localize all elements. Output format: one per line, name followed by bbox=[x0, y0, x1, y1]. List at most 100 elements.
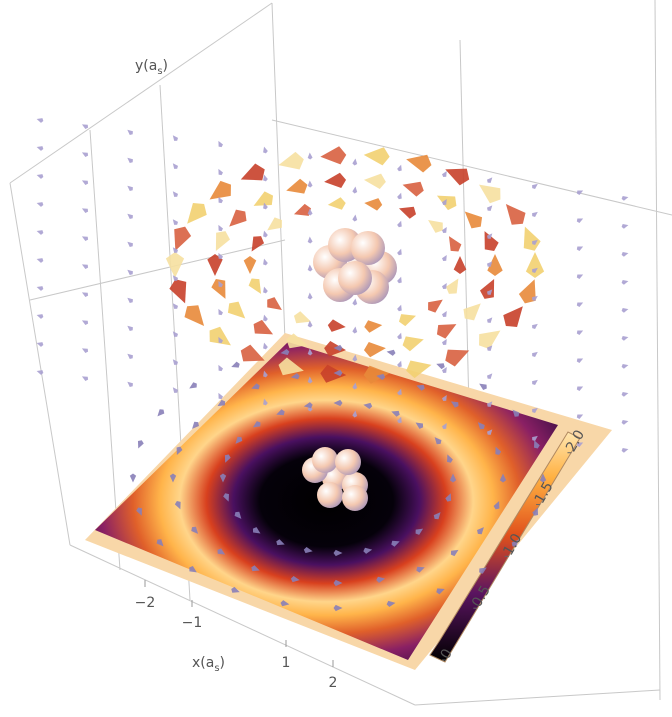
x-tick-label: 2 bbox=[329, 675, 338, 691]
arrow bbox=[81, 376, 89, 381]
arrow bbox=[251, 565, 260, 572]
arrow bbox=[219, 473, 227, 483]
arrow bbox=[487, 233, 493, 239]
arrow bbox=[307, 152, 313, 160]
arrow bbox=[169, 473, 177, 483]
arrow bbox=[263, 174, 268, 182]
atom bbox=[338, 261, 372, 295]
arrow bbox=[81, 348, 89, 353]
arrow bbox=[532, 183, 538, 190]
arrow bbox=[127, 129, 133, 136]
arrow bbox=[253, 319, 274, 335]
arrow bbox=[169, 279, 187, 304]
atom bbox=[335, 449, 361, 475]
arrow bbox=[81, 152, 89, 157]
arrow bbox=[231, 361, 240, 368]
arrow bbox=[576, 442, 584, 447]
arrow bbox=[231, 586, 240, 593]
arrow bbox=[227, 301, 246, 319]
arrow bbox=[532, 323, 538, 330]
arrow bbox=[81, 264, 89, 269]
arrow bbox=[445, 168, 470, 186]
x-tick-label: −2 bbox=[135, 595, 156, 611]
arrow bbox=[449, 473, 457, 483]
arrow bbox=[263, 370, 268, 378]
arrow bbox=[333, 344, 343, 352]
atom bbox=[342, 485, 368, 511]
arrow bbox=[376, 373, 386, 381]
arrow bbox=[621, 364, 629, 369]
arrow bbox=[218, 392, 223, 400]
arrow bbox=[621, 448, 629, 453]
arrow bbox=[174, 501, 181, 510]
arrow bbox=[333, 579, 343, 587]
arrow bbox=[286, 333, 308, 349]
arrow bbox=[532, 507, 539, 516]
arrow bbox=[136, 507, 143, 516]
arrow bbox=[127, 325, 133, 332]
arrow bbox=[532, 435, 538, 442]
arrow bbox=[487, 289, 493, 295]
arrow bbox=[157, 409, 165, 417]
arrow bbox=[532, 211, 538, 218]
arrow bbox=[391, 540, 400, 547]
arrow bbox=[276, 409, 285, 416]
arrow bbox=[263, 146, 268, 154]
arrow bbox=[307, 180, 313, 188]
arrow bbox=[187, 203, 207, 224]
arrow bbox=[290, 373, 300, 380]
x-axis-label: x(as) bbox=[192, 655, 225, 674]
arrow bbox=[495, 446, 502, 455]
arrow bbox=[487, 317, 493, 323]
arrow bbox=[532, 379, 538, 386]
arrow bbox=[307, 208, 313, 216]
arrow bbox=[397, 248, 402, 256]
arrow bbox=[376, 576, 386, 583]
arrow bbox=[81, 124, 89, 129]
arrow bbox=[397, 276, 402, 284]
atom bbox=[317, 482, 343, 508]
arrow bbox=[434, 437, 442, 445]
arrow bbox=[503, 306, 523, 327]
arrow bbox=[218, 168, 223, 176]
arrow bbox=[127, 213, 133, 220]
arrow bbox=[235, 436, 243, 444]
box-edge bbox=[271, 119, 672, 216]
arrow bbox=[523, 226, 541, 251]
arrow bbox=[442, 366, 447, 374]
arrow bbox=[172, 359, 179, 365]
arrow bbox=[192, 421, 199, 429]
arrow bbox=[129, 473, 137, 483]
arrow bbox=[293, 311, 312, 324]
arrow bbox=[397, 192, 402, 200]
arrow bbox=[352, 298, 358, 306]
arrow bbox=[218, 252, 223, 260]
arrow bbox=[511, 539, 519, 547]
arrow bbox=[364, 198, 383, 211]
arrow bbox=[81, 208, 89, 213]
nucleus bbox=[302, 228, 397, 511]
arrow bbox=[229, 209, 247, 227]
arrow bbox=[218, 364, 223, 372]
arrow bbox=[36, 174, 44, 179]
arrow bbox=[189, 566, 197, 573]
arrow bbox=[127, 381, 133, 388]
arrow bbox=[218, 224, 223, 232]
arrow bbox=[36, 370, 44, 375]
arrow bbox=[184, 305, 205, 326]
arrow bbox=[207, 254, 223, 276]
arrow bbox=[397, 416, 402, 424]
arrow bbox=[436, 195, 457, 211]
arrow bbox=[267, 297, 282, 311]
arrow bbox=[263, 230, 268, 238]
arrow bbox=[172, 275, 179, 281]
arrow bbox=[532, 239, 538, 246]
box-edge bbox=[29, 239, 286, 301]
arrow bbox=[428, 219, 443, 233]
arrow bbox=[218, 280, 223, 288]
arrow bbox=[487, 345, 493, 351]
box-edge bbox=[9, 182, 71, 546]
arrow bbox=[209, 180, 231, 200]
arrow bbox=[263, 202, 268, 210]
arrow bbox=[352, 410, 358, 418]
